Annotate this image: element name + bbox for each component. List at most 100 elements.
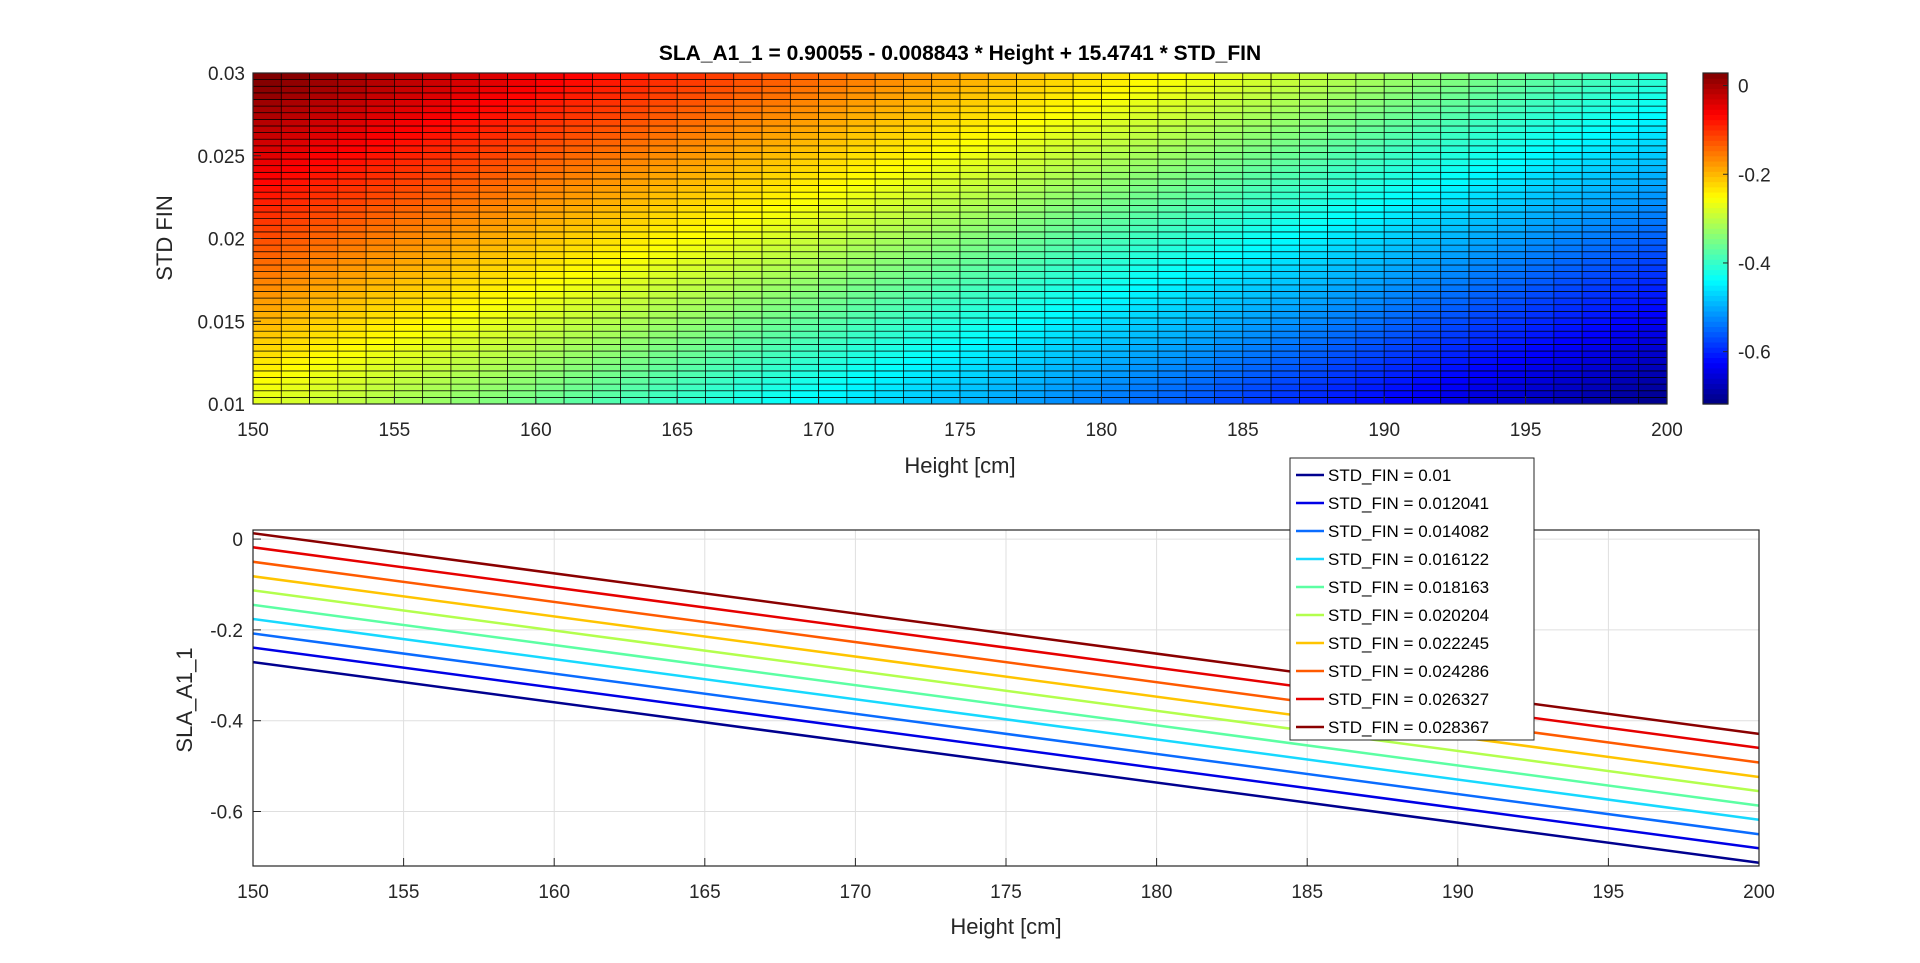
colorbar-band xyxy=(1703,362,1728,369)
heatmap-cell xyxy=(1412,337,1442,345)
heatmap-cell xyxy=(1299,198,1328,206)
heatmap-cell xyxy=(450,79,480,87)
heatmap-cell xyxy=(535,145,565,153)
heatmap-cell xyxy=(1101,99,1131,107)
heatmap-cell xyxy=(620,304,650,312)
heatmap-cell xyxy=(1270,105,1300,114)
heatmap-cell xyxy=(1072,185,1102,193)
heatmap-cell xyxy=(1355,297,1385,306)
heatmap-cell xyxy=(1242,79,1272,87)
heatmap-cell xyxy=(280,383,310,392)
heatmap-cell xyxy=(252,99,282,107)
heatmap-cell xyxy=(1468,218,1498,226)
heatmap-cell xyxy=(1638,231,1668,239)
heatmap-cell xyxy=(394,291,424,299)
heatmap-cell xyxy=(1383,191,1413,200)
heatmap-cell xyxy=(1101,304,1131,312)
heatmap-cell xyxy=(1440,251,1470,259)
heatmap-cell xyxy=(931,118,961,127)
heatmap-cell xyxy=(1525,231,1555,239)
heatmap-cell xyxy=(1638,125,1668,133)
heatmap-cell xyxy=(1581,337,1611,345)
heatmap-cell xyxy=(1016,185,1046,193)
heatmap-cell xyxy=(648,191,678,200)
heatmap-cell xyxy=(507,198,537,206)
heatmap-cell xyxy=(1214,138,1244,147)
heatmap-cell xyxy=(733,191,763,200)
heatmap-cell xyxy=(1044,277,1074,286)
heatmap-cell xyxy=(1157,238,1187,246)
heatmap-cell xyxy=(733,244,763,253)
heatmap-cell xyxy=(252,383,282,392)
heatmap-cell xyxy=(1044,317,1074,325)
heatmap-cell xyxy=(337,125,367,133)
heatmap-cell xyxy=(1355,330,1385,339)
heatmap-cell xyxy=(1553,304,1583,312)
heatmap-cell xyxy=(733,211,763,219)
heatmap-cell xyxy=(1412,350,1442,359)
heatmap-cell xyxy=(1129,99,1159,107)
heatmap-cell xyxy=(1638,277,1668,286)
heatmap-cell xyxy=(1327,297,1357,306)
heatmap-cell xyxy=(987,397,1017,405)
heatmap-cell xyxy=(1185,191,1215,200)
heatmap-cell xyxy=(1129,317,1159,325)
heatmap-cell xyxy=(1101,357,1131,365)
heatmap-cell xyxy=(733,92,763,100)
heatmap-cell xyxy=(1525,152,1555,160)
heatmap-cell xyxy=(1412,125,1442,133)
colorbar-band xyxy=(1703,331,1728,338)
heatmap-cell xyxy=(903,324,933,332)
heatmap-cell xyxy=(1270,99,1300,107)
heatmap-cell xyxy=(422,145,452,153)
heatmap-cell xyxy=(789,105,819,114)
heatmap-cell xyxy=(1327,397,1357,405)
heatmap-cell xyxy=(1299,105,1328,114)
heatmap-cell xyxy=(1044,191,1074,200)
heatmap-cell xyxy=(1157,218,1187,226)
heatmap-cell xyxy=(1016,112,1046,120)
heatmap-cell xyxy=(1299,271,1328,279)
heatmap-cell xyxy=(592,238,621,246)
heatmap-cell xyxy=(1581,397,1611,405)
heatmap-cell xyxy=(1129,363,1159,372)
heatmap-cell xyxy=(903,363,933,372)
heatmap-cell xyxy=(648,350,678,359)
heatmap-cell xyxy=(1610,363,1640,372)
heatmap-cell xyxy=(903,291,933,299)
heatmap-cell xyxy=(874,363,904,372)
heatmap-cell xyxy=(1214,145,1244,153)
heatmap-cell xyxy=(931,92,961,100)
heatmap-y-tick-label: 0.02 xyxy=(208,230,245,251)
heatmap-cell xyxy=(959,85,989,94)
heatmap-cell xyxy=(818,297,848,306)
heatmap-cell xyxy=(309,72,339,80)
heatmap-cell xyxy=(818,165,848,173)
heatmap-cell xyxy=(846,85,876,94)
heatmap-cell xyxy=(563,132,593,140)
heatmap-y-axis-label: STD FIN xyxy=(152,195,177,281)
heatmap-cell xyxy=(931,277,961,286)
heatmap-cell xyxy=(563,178,593,186)
heatmap-cell xyxy=(535,205,565,213)
heatmap-cell xyxy=(1044,105,1074,114)
heatmap-cell xyxy=(931,330,961,339)
heatmap-cell xyxy=(620,92,650,100)
heatmap-cell xyxy=(1072,211,1102,219)
heatmap-cell xyxy=(592,158,621,167)
heatmap-cell xyxy=(733,310,763,319)
heatmap-cell xyxy=(394,211,424,219)
heatmap-cell xyxy=(1355,304,1385,312)
heatmap-cell xyxy=(1299,178,1328,186)
heatmap-cell xyxy=(1044,145,1074,153)
heatmap-cell xyxy=(789,264,819,272)
heatmap-cell xyxy=(1355,105,1385,114)
heatmap-cell xyxy=(535,191,565,200)
heatmap-cell xyxy=(648,231,678,239)
heatmap-cell xyxy=(450,244,480,253)
heatmap-cell xyxy=(1440,317,1470,325)
heatmap-cell xyxy=(1440,330,1470,339)
heatmap-cell xyxy=(874,198,904,206)
heatmap-cell xyxy=(620,291,650,299)
heatmap-cell xyxy=(1440,218,1470,226)
